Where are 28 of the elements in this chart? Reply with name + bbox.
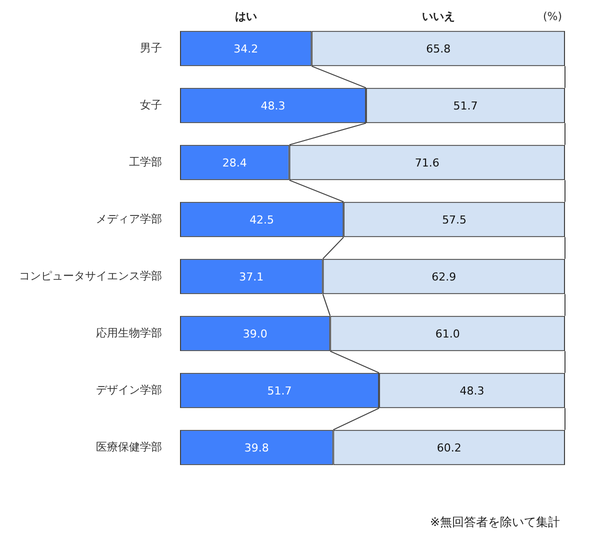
data-label: 57.5 [442, 213, 467, 226]
y-tick-label: デザイン学部 [96, 383, 162, 396]
y-tick-label: 応用生物学部 [96, 326, 162, 340]
data-label: 39.0 [242, 327, 268, 340]
data-label: 62.9 [432, 270, 456, 284]
series-label: はい [234, 10, 257, 23]
data-label: 48.3 [260, 99, 286, 112]
data-label: 28.4 [222, 156, 247, 170]
data-label: 61.0 [435, 327, 460, 340]
y-tick-label: 医療保健学部 [96, 440, 162, 454]
y-tick-label: メディア学部 [96, 212, 162, 226]
data-label: 65.8 [426, 42, 451, 56]
data-label: 42.5 [250, 213, 274, 226]
data-label: 39.8 [244, 441, 269, 454]
data-label: 51.7 [453, 99, 478, 112]
y-tick-label: 男子 [140, 41, 162, 54]
data-label: 37.1 [239, 270, 264, 284]
y-tick-label: 女子 [140, 98, 162, 112]
data-label: 48.3 [460, 384, 484, 398]
data-label: 51.7 [267, 384, 292, 398]
y-tick-label: コンピュータサイエンス学部 [19, 269, 162, 282]
text: ※無回答者を除いて集計 [430, 515, 560, 530]
data-label: 71.6 [414, 156, 440, 170]
x-axis-title: (%) [542, 10, 562, 23]
data-label: 60.2 [436, 441, 462, 454]
series-label: いいえ [422, 10, 455, 23]
y-tick-label: 工学部 [129, 155, 162, 168]
data-label: 34.2 [234, 42, 258, 56]
